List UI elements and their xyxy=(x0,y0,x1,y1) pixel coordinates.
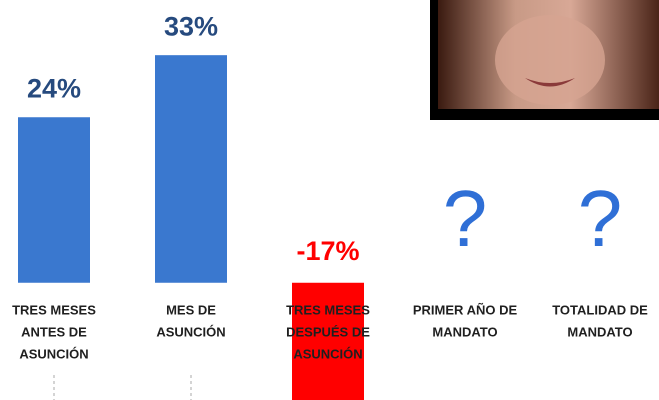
value-label: -17% xyxy=(296,236,359,266)
x-tick-label: ASUNCIÓN xyxy=(293,346,362,361)
x-tick-label: ANTES DE xyxy=(21,324,87,339)
value-label: 24% xyxy=(27,73,81,103)
photo-lips xyxy=(525,78,575,87)
x-tick-label: MES DE xyxy=(166,302,216,317)
x-tick-label: ASUNCIÓN xyxy=(156,324,225,339)
unknown-label: ? xyxy=(443,174,488,263)
value-label: 33% xyxy=(164,11,218,41)
x-tick-label: MANDATO xyxy=(432,324,497,339)
bar xyxy=(292,282,364,400)
x-tick-label: TRES MESES xyxy=(286,302,370,317)
unknown-label: ? xyxy=(578,174,623,263)
bar xyxy=(155,55,227,283)
photo xyxy=(430,0,659,120)
x-tick-label: TOTALIDAD DE xyxy=(552,302,648,317)
x-tick-label: ASUNCIÓN xyxy=(19,346,88,361)
x-tick-label: MANDATO xyxy=(567,324,632,339)
x-tick-label: PRIMER AÑO DE xyxy=(413,302,518,317)
x-tick-label: TRES MESES xyxy=(12,302,96,317)
bar xyxy=(18,117,90,283)
photo-face xyxy=(495,15,605,105)
x-tick-label: DESPUÉS DE xyxy=(286,324,370,339)
